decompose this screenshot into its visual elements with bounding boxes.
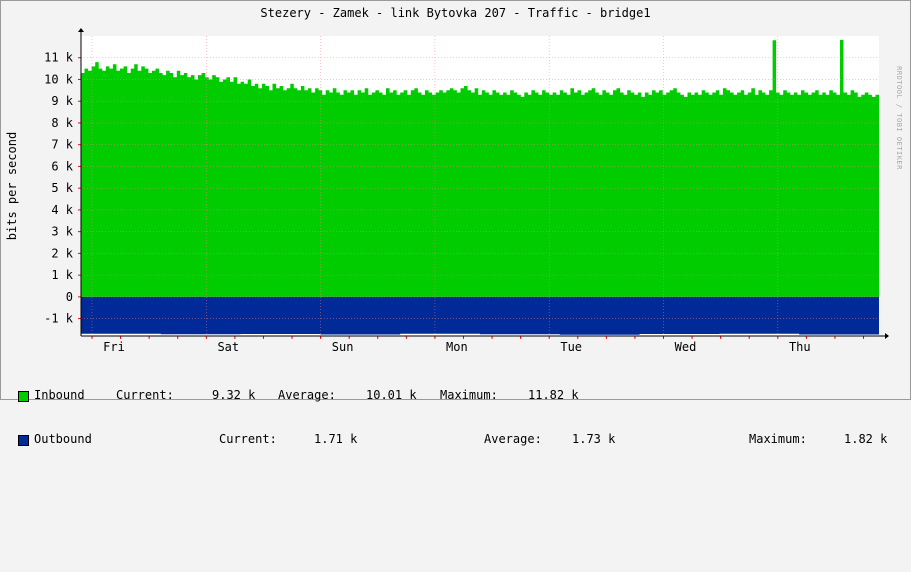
inbound-name: Inbound xyxy=(34,388,85,402)
outbound-maximum-label: Maximum: xyxy=(749,432,807,446)
outbound-swatch xyxy=(18,435,29,446)
x-tick-label-2: Sun xyxy=(332,340,354,354)
y-tick-label-1: 0 xyxy=(66,290,73,304)
y-tick-label-9: 8 k xyxy=(51,116,73,130)
y-tick-label-6: 5 k xyxy=(51,181,73,195)
inbound-average-label: Average: xyxy=(278,388,336,402)
inbound-area xyxy=(81,39,879,297)
outbound-average-value: 1.73 k xyxy=(572,432,616,446)
outbound-current-value: 1.71 k xyxy=(314,432,358,446)
inbound-maximum-label: Maximum: xyxy=(440,388,498,402)
y-tick-label-2: 1 k xyxy=(51,268,73,282)
y-tick-label-11: 10 k xyxy=(44,72,74,86)
traffic-plot: -1 k 0 1 k 2 k 3 k 4 k 5 k 6 k 7 k 8 k 9 k 10 k 11 k… xyxy=(44,28,889,354)
inbound-maximum-value: 11.82 k xyxy=(528,388,579,402)
legend: Inbound Current: 9.32 k Average: 10.01 k… xyxy=(18,360,898,462)
x-tick-label-3: Mon xyxy=(446,340,468,354)
inbound-current-label: Current: xyxy=(116,388,174,402)
x-tick-label-5: Wed xyxy=(675,340,697,354)
outbound-current-label: Current: xyxy=(219,432,277,446)
y-tick-label-5: 4 k xyxy=(51,203,73,217)
inbound-average-value: 10.01 k xyxy=(366,388,417,402)
inbound-swatch xyxy=(18,391,29,402)
y-tick-label-4: 3 k xyxy=(51,225,73,239)
legend-row-inbound: Inbound Current: 9.32 k Average: 10.01 k… xyxy=(18,388,898,404)
y-tick-label-0: -1 k xyxy=(44,312,74,326)
x-tick-label-1: Sat xyxy=(217,340,239,354)
outbound-area xyxy=(81,296,879,335)
y-tick-label-7: 6 k xyxy=(51,159,73,173)
x-tick-label-6: Thu xyxy=(789,340,811,354)
x-axis-arrow xyxy=(885,333,889,339)
y-tick-label-12: 11 k xyxy=(44,51,74,65)
chart-title: Stezery - Zamek - link Bytovka 207 - Tra… xyxy=(260,6,651,20)
y-tick-label-10: 9 k xyxy=(51,94,73,108)
y-tick-label-3: 2 k xyxy=(51,246,73,260)
outbound-name: Outbound xyxy=(34,432,92,446)
x-tick-label-0: Fri xyxy=(103,340,125,354)
inbound-current-value: 9.32 k xyxy=(212,388,256,402)
y-tick-label-8: 7 k xyxy=(51,138,73,152)
legend-row-outbound: Outbound Current: 1.71 k Average: 1.73 k… xyxy=(18,432,898,448)
outbound-average-label: Average: xyxy=(484,432,542,446)
outbound-maximum-value: 1.82 k xyxy=(844,432,888,446)
x-tick-label-4: Tue xyxy=(560,340,582,354)
y-axis-arrow xyxy=(78,28,84,32)
